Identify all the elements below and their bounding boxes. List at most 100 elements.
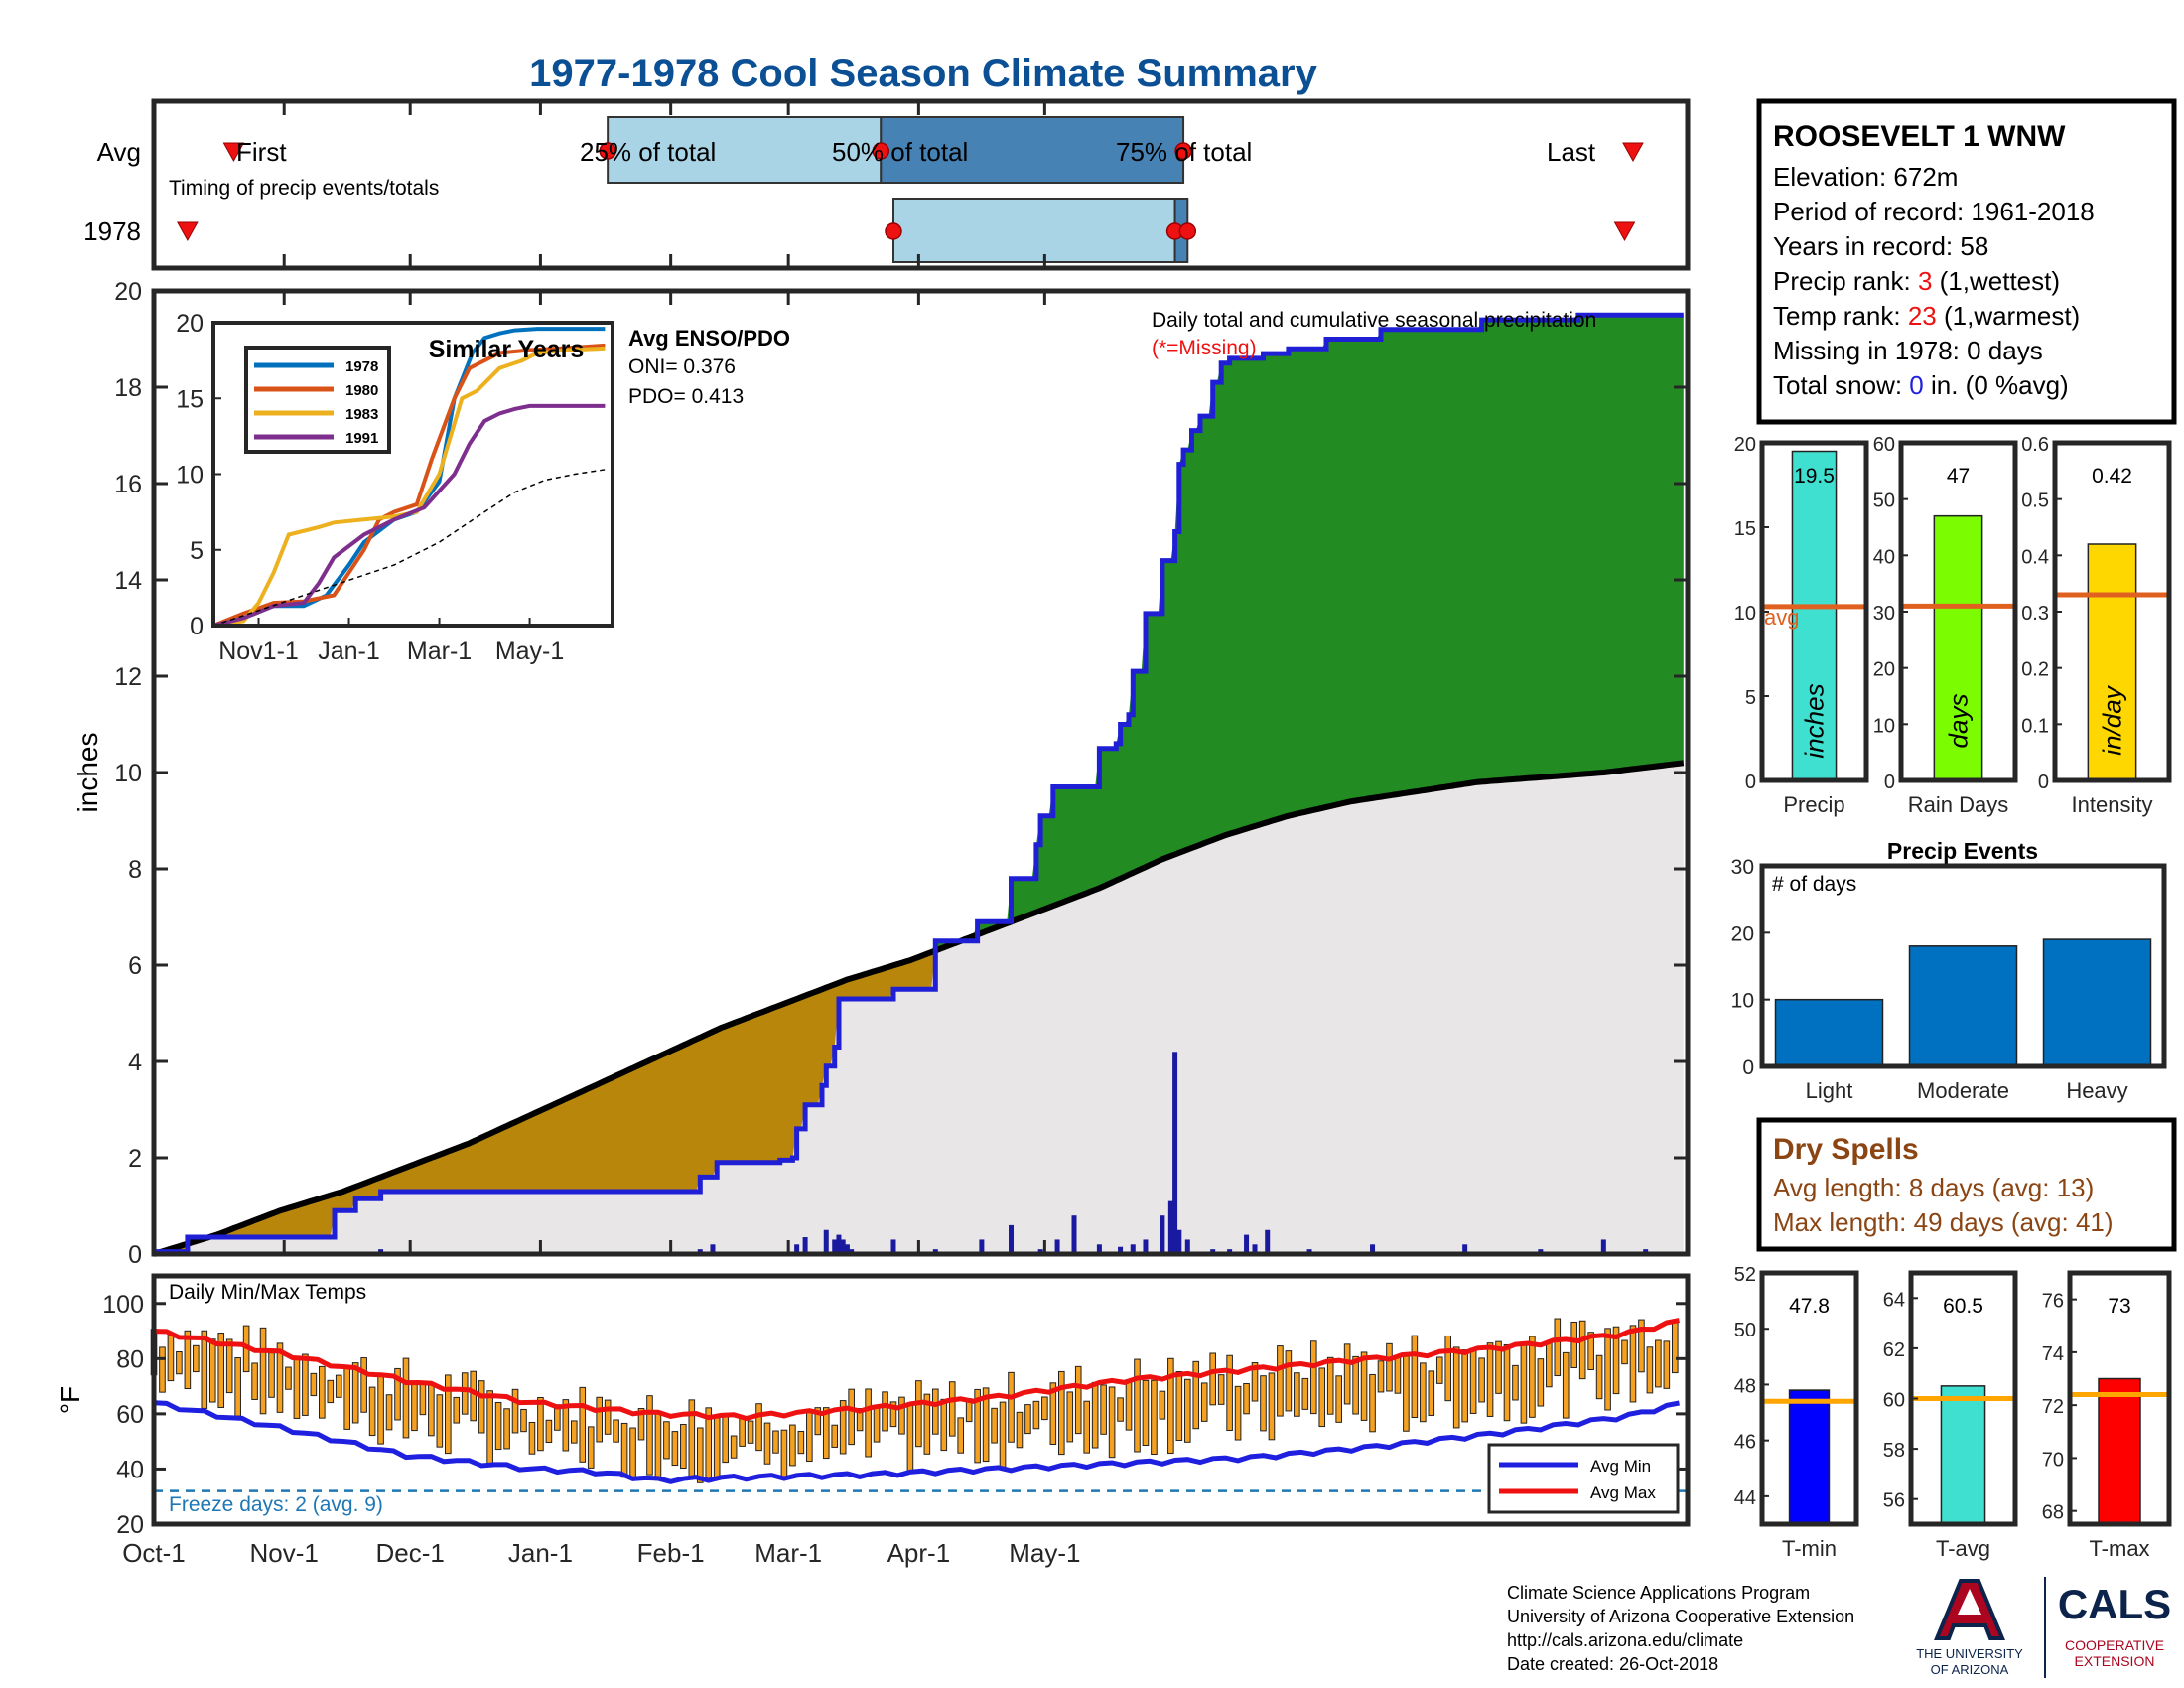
temp-ytick-label: 100 <box>102 1291 144 1319</box>
daily-temp-range-bar <box>1091 1381 1099 1449</box>
stat-tick-label: 5 <box>1745 687 1756 709</box>
daily-temp-range-bar <box>940 1398 948 1452</box>
avg-q25-dot <box>599 142 616 160</box>
daily-temp-range-bar <box>596 1396 603 1443</box>
daily-temp-range-bar <box>1638 1319 1645 1373</box>
daily-temp-range-bar <box>974 1388 981 1464</box>
daily-temp-range-bar <box>1587 1332 1594 1371</box>
main-ytick-label: 0 <box>128 1241 142 1269</box>
daily-temp-range-bar <box>1537 1358 1545 1407</box>
daily-temp-range-bar <box>184 1330 192 1390</box>
stat-bar-Rain Days <box>1933 514 1983 781</box>
daily-precip-bar <box>840 1239 846 1254</box>
xtick-label: Dec-1 <box>376 1538 445 1568</box>
daily-temp-range-bar <box>1217 1374 1225 1405</box>
main-ytick-label: 18 <box>114 374 142 402</box>
daily-temp-range-bar <box>1175 1371 1183 1441</box>
temp-stat-tick-label: 64 <box>1883 1289 1905 1311</box>
enso-oni: ONI= 0.376 <box>628 355 736 378</box>
events-bar-Light <box>1774 998 1884 1067</box>
daily-temp-range-bar <box>604 1399 612 1435</box>
xtick-label: Oct-1 <box>122 1538 186 1568</box>
events-tick-label: 0 <box>1742 1056 1754 1079</box>
daily-temp-range-bar <box>1461 1349 1468 1423</box>
daily-temp-range-bar <box>1183 1378 1191 1443</box>
daily-temp-range-bar <box>368 1386 376 1437</box>
dry-spells-max: Max length: 49 days (avg: 41) <box>1773 1207 2114 1237</box>
temp-stat-tick-label: 56 <box>1883 1490 1905 1512</box>
avg-min-line <box>153 1400 1680 1484</box>
inset-legend-entries: 1978 1980 1983 1991 <box>254 358 378 447</box>
daily-temp-range-bar <box>620 1422 628 1478</box>
daily-temp-range-bar <box>948 1381 956 1437</box>
daily-precip-bar <box>1143 1239 1149 1254</box>
figure-title: 1977-1978 Cool Season Climate Summary <box>529 52 1317 95</box>
daily-temp-range-bar <box>1546 1341 1553 1388</box>
daily-temp-range-bar <box>932 1388 939 1435</box>
temp-stat-axes <box>1759 1270 1859 1527</box>
daily-temp-range-bar <box>923 1393 931 1455</box>
station-temp-rank: Temp rank: 23 (1,warmest) <box>1773 301 2080 331</box>
daily-precip-bar <box>1252 1244 1258 1254</box>
ua-logo: THE UNIVERSITY OF ARIZONA <box>1916 1577 2046 1678</box>
events-tick-label: 30 <box>1731 856 1754 879</box>
stat-value-label: 0.42 <box>2092 465 2132 488</box>
daily-temp-range-bar <box>1243 1382 1250 1415</box>
daily-temp-range-bar <box>335 1374 342 1398</box>
inset-xtick-label: Mar-1 <box>407 637 472 665</box>
season-stat-bars: 0 5 10 15 20 19.5 inches Precip avg 0 10 20 30 40 50 60… <box>1734 434 2172 817</box>
daily-temp-range-bar <box>1520 1343 1528 1424</box>
daily-precip-bar <box>836 1234 842 1254</box>
temp-stat-value-label: 47.8 <box>1789 1295 1830 1318</box>
footer-line3: http://cals.arizona.edu/climate <box>1507 1630 1743 1650</box>
daily-temp-range-bar <box>302 1353 309 1416</box>
legend-avg-max: Avg Max <box>1590 1483 1656 1502</box>
average-cumulative-line <box>153 760 1685 1257</box>
daily-precip-bar <box>1462 1244 1468 1254</box>
year-first-marker <box>177 221 199 242</box>
daily-temp-range-bar <box>906 1404 914 1472</box>
dry-spells-avg: Avg length: 8 days (avg: 13) <box>1773 1173 2094 1202</box>
daily-temp-range-bar <box>193 1344 200 1373</box>
daily-temp-range-bar <box>478 1380 485 1434</box>
daily-precip-bar <box>1160 1215 1165 1254</box>
daily-temp-range-bar <box>562 1399 570 1452</box>
main-ytick-label: 14 <box>114 567 142 595</box>
daily-precip-bar <box>1265 1229 1271 1254</box>
daily-precip-bar <box>1184 1239 1190 1254</box>
daily-temp-range-bar <box>1554 1318 1562 1377</box>
inset-legend-label: 1983 <box>345 406 378 423</box>
daily-temp-range-bar <box>419 1383 427 1416</box>
temp-bar-T-max <box>2098 1377 2141 1525</box>
daily-temp-range-bar <box>747 1420 754 1444</box>
inset-legend: 1978 1980 1983 1991 <box>244 346 391 454</box>
stat-tick-label: 0.3 <box>2021 603 2049 625</box>
daily-temp-range-bar <box>780 1429 788 1478</box>
main-missing-note: (*=Missing) <box>1152 337 1257 359</box>
daily-precip-bar <box>844 1244 850 1254</box>
avg-max-line <box>153 1318 1680 1422</box>
daily-temp-range-bar <box>982 1387 990 1463</box>
stat-tick-label: 60 <box>1873 434 1895 456</box>
daily-temp-range-bar <box>1301 1377 1309 1410</box>
daily-temp-range-bar <box>1403 1355 1410 1432</box>
avg-last-marker <box>1622 142 1644 163</box>
daily-temp-range-bar <box>511 1388 519 1434</box>
daily-precip-bar <box>794 1244 800 1254</box>
avg-q50-dot <box>872 142 890 160</box>
events-title: Precip Events <box>1887 838 2038 864</box>
daily-temp-range-bar <box>1486 1342 1494 1417</box>
events-ylabel: # of days <box>1772 873 1856 896</box>
temp-stat-category-label: T-min <box>1782 1536 1837 1561</box>
daily-temp-range-bar <box>755 1403 762 1452</box>
daily-temp-range-bar <box>343 1366 351 1430</box>
inset-lines <box>212 327 606 628</box>
year-q75-dot <box>1178 222 1197 240</box>
daily-temp-range-bar <box>385 1394 393 1431</box>
temp-stat-tick-label: 72 <box>2042 1396 2064 1418</box>
stat-category-label: Rain Days <box>1908 792 2008 817</box>
footer-line4: Date created: 26-Oct-2018 <box>1507 1654 1718 1674</box>
cals-logo: CALS COOPERATIVE EXTENSION <box>2058 1581 2171 1669</box>
temperature-ticks: 20 40 60 80 100 <box>102 1291 1688 1539</box>
